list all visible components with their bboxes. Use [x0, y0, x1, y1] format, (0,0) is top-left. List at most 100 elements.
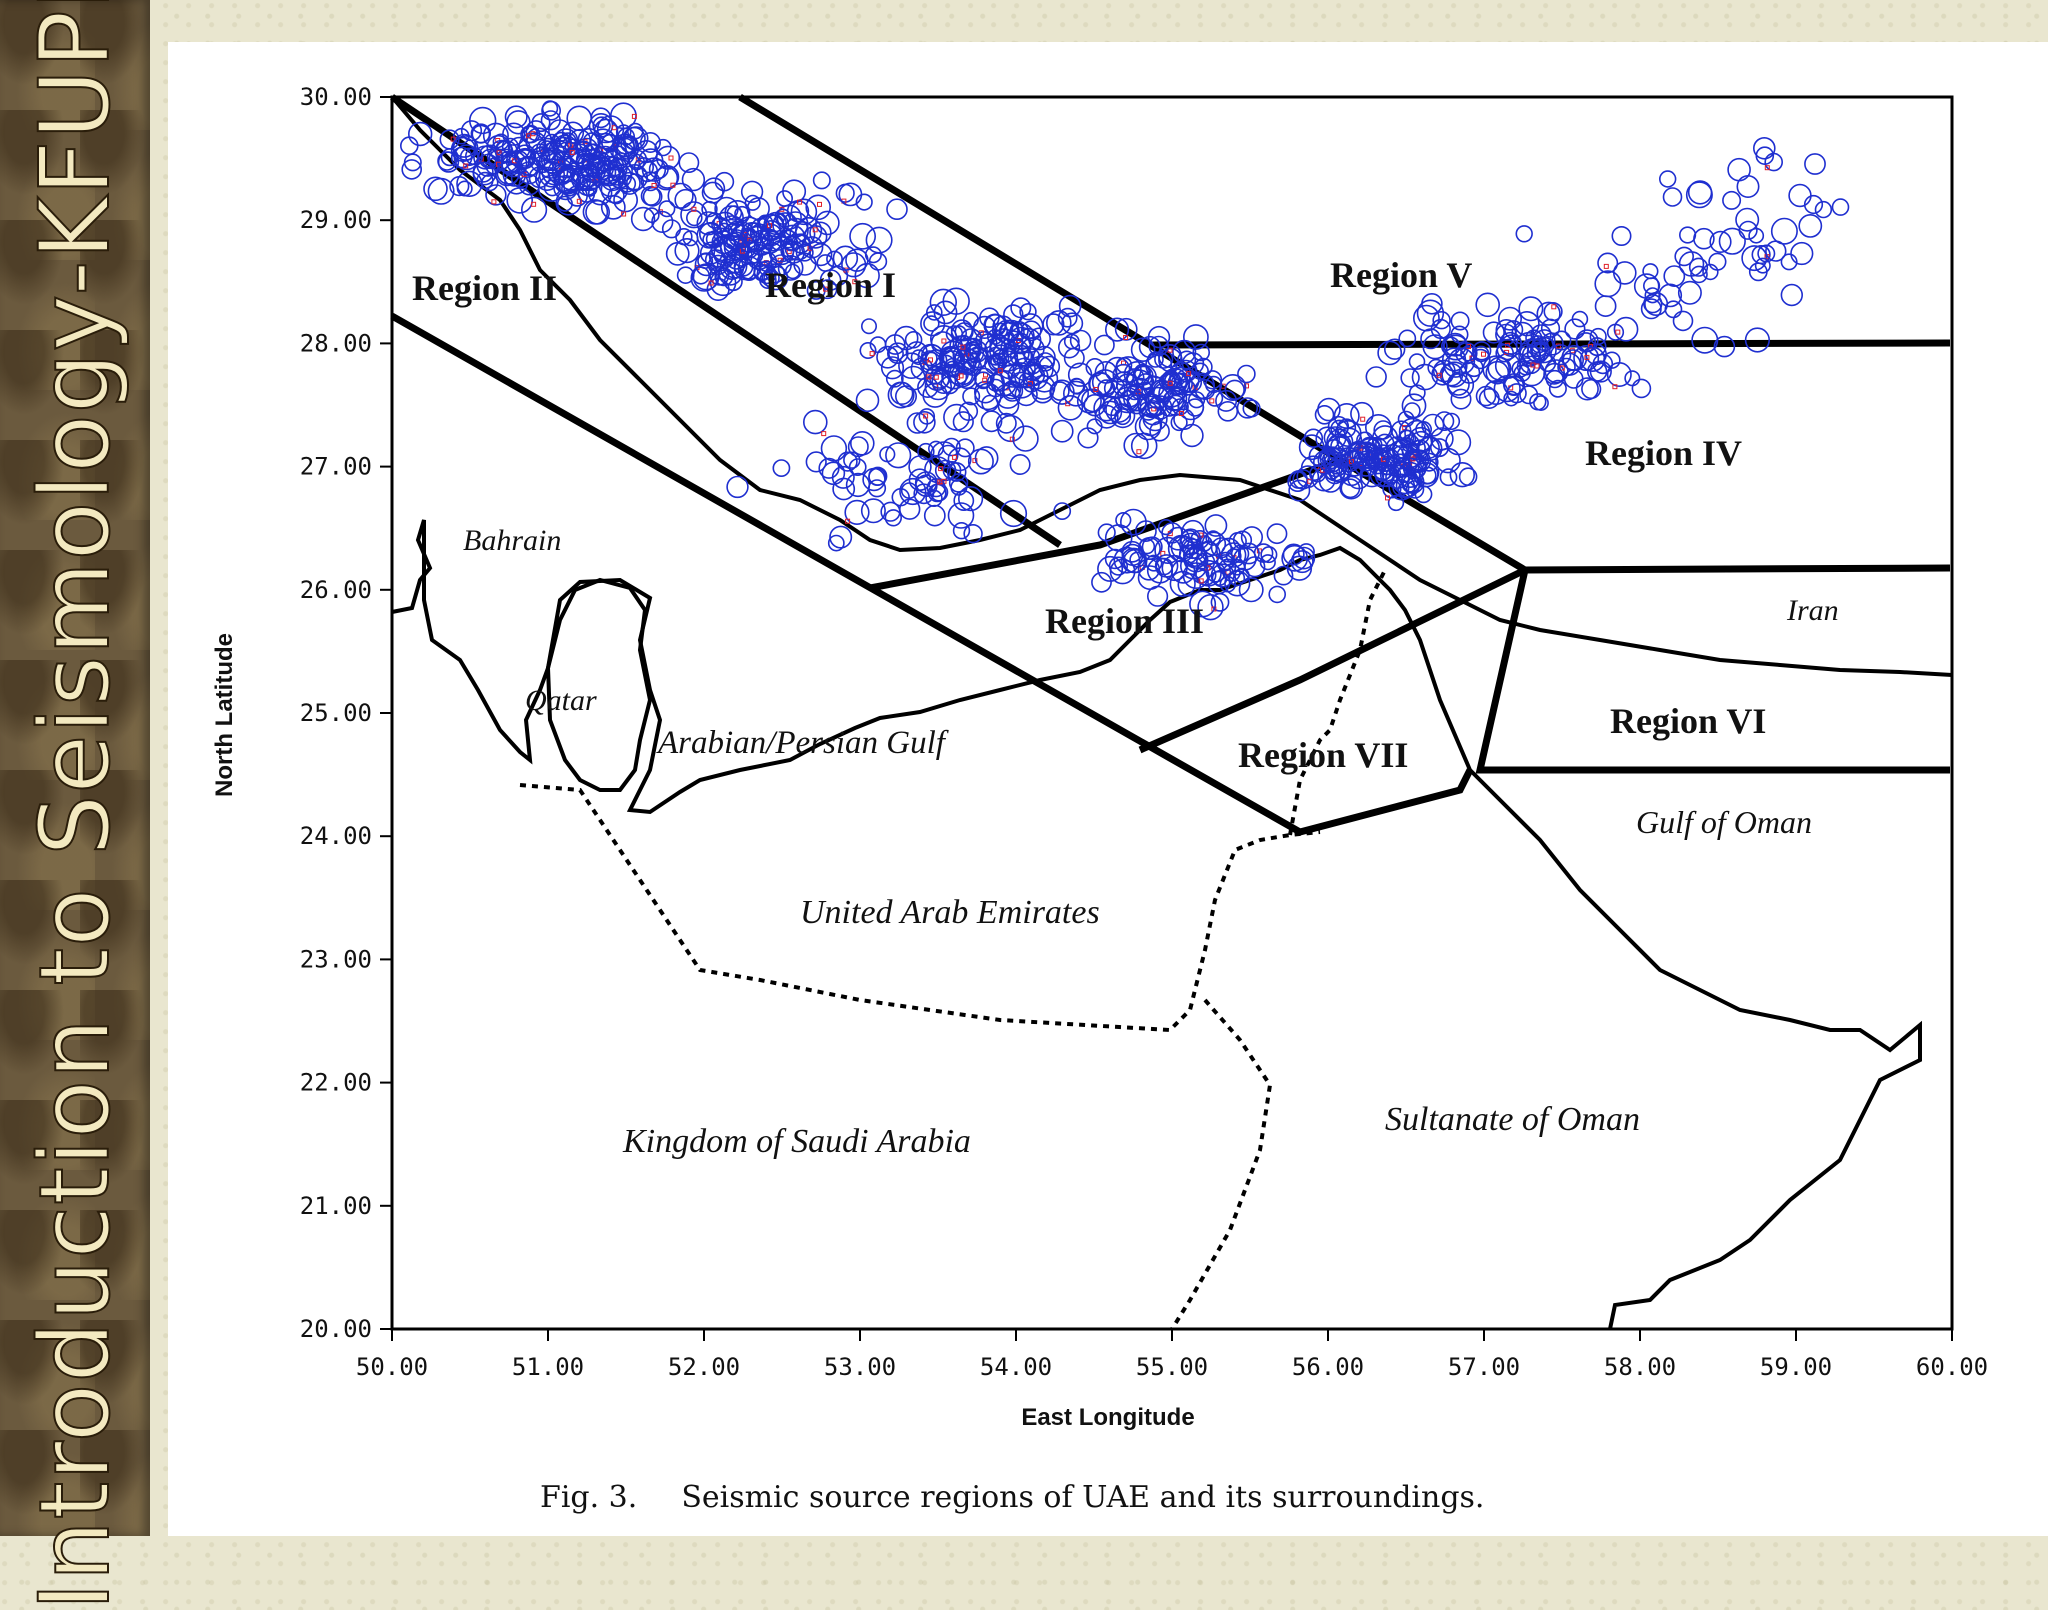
event-marker [504, 170, 529, 195]
event-marker [859, 341, 877, 359]
event-marker [590, 107, 612, 129]
event-marker [1053, 502, 1072, 521]
event-marker [770, 254, 792, 276]
minor-event-marker [463, 163, 469, 169]
event-marker [1579, 346, 1606, 372]
event-marker [678, 152, 700, 174]
event-marker [1381, 464, 1402, 484]
event-marker [1519, 385, 1539, 405]
event-marker [1061, 312, 1084, 335]
region-label-1: Region I [765, 265, 896, 305]
event-marker [1432, 359, 1456, 383]
event-marker [1589, 327, 1607, 346]
event-marker [848, 458, 867, 477]
event-marker [1097, 555, 1124, 582]
event-marker [747, 247, 764, 264]
minor-event-marker [1123, 335, 1129, 340]
event-marker [1205, 530, 1221, 546]
event-marker [604, 145, 630, 171]
event-marker [952, 521, 971, 540]
event-marker [1282, 543, 1305, 566]
event-marker [817, 279, 838, 300]
event-marker [942, 437, 961, 457]
event-marker [465, 147, 484, 166]
minor-event-marker [923, 413, 929, 419]
minor-event-marker [1436, 372, 1442, 378]
event-marker [1450, 388, 1472, 410]
event-marker [1400, 368, 1420, 388]
event-marker [1123, 360, 1151, 388]
event-marker [1677, 280, 1702, 305]
event-marker [1391, 437, 1419, 464]
event-marker [1442, 412, 1461, 431]
event-marker [886, 342, 909, 365]
event-marker [1387, 494, 1405, 512]
event-marker [1678, 251, 1705, 277]
event-marker [1350, 401, 1374, 426]
minor-event-marker [926, 374, 932, 380]
event-marker [566, 185, 588, 207]
minor-event-marker [450, 136, 456, 142]
minor-event-marker [569, 149, 575, 155]
event-marker [929, 288, 957, 316]
event-marker [1748, 227, 1765, 244]
event-marker [1102, 395, 1123, 417]
region-label-3: Region III [1045, 601, 1204, 641]
event-marker [593, 118, 619, 144]
minor-event-marker [1385, 495, 1390, 501]
event-marker [957, 486, 984, 512]
event-marker [931, 369, 957, 395]
event-marker [520, 196, 548, 223]
event-marker [1340, 478, 1361, 499]
event-marker [1063, 380, 1090, 407]
event-marker [1009, 332, 1032, 355]
minor-event-marker [1178, 411, 1184, 416]
event-marker [1333, 402, 1360, 429]
event-marker [960, 328, 983, 351]
event-marker [617, 127, 636, 146]
coastline-iran [390, 95, 1953, 677]
event-marker [1094, 334, 1115, 356]
event-marker [1210, 592, 1230, 612]
event-marker [753, 264, 771, 282]
event-marker [726, 475, 749, 499]
event-marker [505, 149, 530, 174]
event-marker [1324, 463, 1346, 485]
event-marker [795, 243, 814, 262]
event-marker [868, 466, 888, 486]
y-tick-label: 23.00 [300, 945, 372, 973]
event-marker [1631, 378, 1652, 399]
event-marker [809, 221, 832, 244]
y-tick-label: 30.00 [300, 83, 372, 111]
x-axis-label: East Longitude [1021, 1404, 1194, 1431]
event-marker [1018, 372, 1035, 389]
event-marker [827, 265, 849, 286]
event-marker [699, 221, 723, 246]
event-marker [776, 190, 793, 207]
event-marker [744, 194, 761, 211]
event-marker [1069, 329, 1092, 352]
event-marker [1390, 420, 1412, 442]
event-marker [1464, 358, 1484, 378]
event-marker [1174, 359, 1198, 383]
event-marker [628, 153, 645, 171]
event-marker [1533, 329, 1556, 352]
event-marker [506, 110, 531, 135]
event-marker [1225, 548, 1242, 564]
event-marker [1365, 366, 1387, 388]
event-marker [633, 157, 655, 178]
event-marker [694, 252, 719, 277]
event-marker [802, 409, 828, 435]
event-marker [925, 489, 943, 507]
coastline-arabia [391, 519, 1922, 1330]
minor-event-marker [1603, 263, 1609, 269]
event-marker [1290, 550, 1314, 574]
event-marker [763, 265, 789, 291]
event-marker [974, 446, 999, 470]
event-marker [782, 211, 809, 238]
event-marker [654, 138, 672, 157]
event-marker [891, 488, 910, 507]
y-tick-label: 24.00 [300, 822, 372, 850]
event-marker [399, 136, 419, 155]
event-marker [723, 235, 749, 261]
